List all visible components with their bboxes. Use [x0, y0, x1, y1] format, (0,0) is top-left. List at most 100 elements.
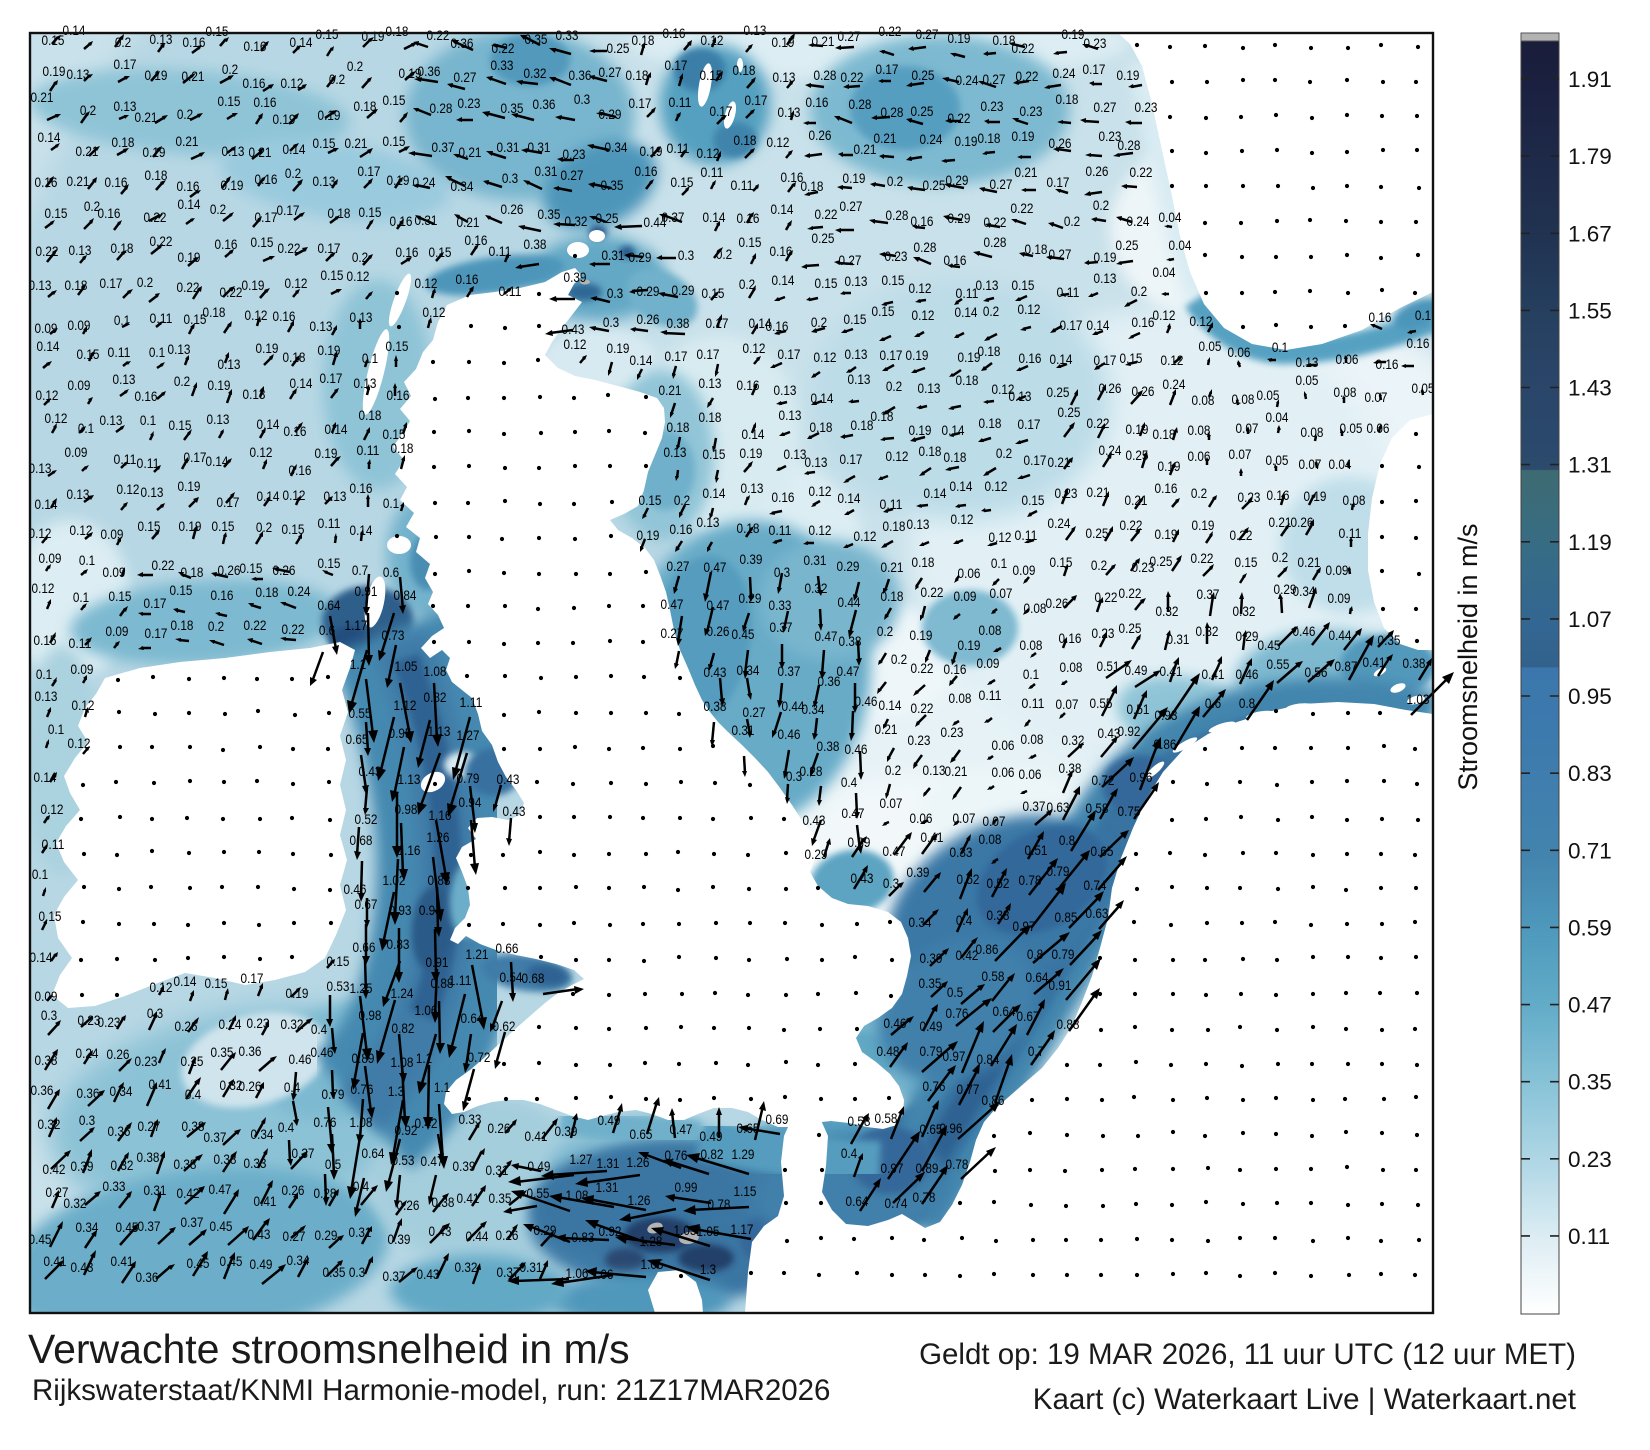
svg-text:0.51: 0.51 [1097, 658, 1120, 674]
svg-text:0.26: 0.26 [282, 1182, 305, 1198]
svg-text:0.15: 0.15 [240, 560, 263, 576]
svg-text:0.15: 0.15 [45, 205, 68, 221]
svg-text:0.13: 0.13 [69, 242, 92, 258]
svg-text:0.17: 0.17 [710, 103, 733, 119]
svg-text:0.96: 0.96 [1130, 769, 1153, 785]
svg-text:0.08: 0.08 [949, 690, 972, 706]
svg-text:0.28: 0.28 [800, 763, 823, 779]
svg-text:0.25: 0.25 [911, 103, 934, 119]
svg-text:0.1: 0.1 [1272, 339, 1288, 355]
svg-text:0.15: 0.15 [170, 582, 193, 598]
svg-text:0.19: 0.19 [910, 627, 933, 643]
svg-text:0.13: 0.13 [848, 371, 871, 387]
svg-text:0.19: 0.19 [179, 518, 202, 534]
svg-text:0.31: 0.31 [497, 139, 520, 155]
svg-text:0.25: 0.25 [1150, 553, 1173, 569]
svg-text:0.22: 0.22 [278, 240, 301, 256]
svg-text:0.13: 0.13 [29, 460, 52, 476]
svg-text:0.73: 0.73 [382, 627, 405, 643]
svg-text:0.06: 0.06 [992, 764, 1015, 780]
svg-text:0.2: 0.2 [886, 378, 902, 394]
svg-text:0.16: 0.16 [737, 210, 760, 226]
svg-text:0.14: 0.14 [838, 490, 861, 506]
svg-text:0.18: 0.18 [733, 62, 756, 78]
svg-text:0.2: 0.2 [174, 373, 190, 389]
svg-text:0.22: 0.22 [1016, 68, 1039, 84]
svg-text:0.15: 0.15 [282, 521, 305, 537]
svg-text:0.37: 0.37 [181, 1214, 204, 1230]
svg-text:0.68: 0.68 [350, 832, 373, 848]
svg-text:0.13: 0.13 [29, 277, 52, 293]
svg-text:0.06: 0.06 [958, 565, 981, 581]
svg-text:0.3: 0.3 [607, 285, 623, 301]
svg-text:0.15: 0.15 [815, 275, 838, 291]
svg-text:0.08: 0.08 [1020, 637, 1043, 653]
svg-text:0.25: 0.25 [812, 230, 835, 246]
svg-text:0.17: 0.17 [241, 970, 264, 986]
svg-text:1.05: 1.05 [395, 658, 418, 674]
svg-text:0.08: 0.08 [1188, 422, 1211, 438]
svg-text:0.83: 0.83 [428, 872, 451, 888]
svg-text:0.14: 0.14 [178, 196, 201, 212]
svg-text:0.16: 0.16 [243, 75, 266, 91]
svg-text:0.28: 0.28 [984, 234, 1007, 250]
svg-text:0.27: 0.27 [743, 704, 766, 720]
svg-text:0.23: 0.23 [885, 248, 908, 264]
svg-text:0.15: 0.15 [359, 204, 382, 220]
svg-text:0.18: 0.18 [171, 617, 194, 633]
svg-text:0.19: 0.19 [286, 985, 309, 1001]
svg-text:0.17: 0.17 [840, 451, 863, 467]
svg-text:0.99: 0.99 [675, 1179, 698, 1195]
svg-text:0.1: 0.1 [73, 589, 89, 605]
svg-text:0.79: 0.79 [457, 770, 480, 786]
svg-text:0.16: 0.16 [1267, 487, 1290, 503]
svg-text:0.64: 0.64 [461, 1010, 484, 1026]
svg-text:0.4: 0.4 [353, 1178, 369, 1194]
svg-text:0.09: 0.09 [39, 550, 62, 566]
svg-text:0.39: 0.39 [453, 1158, 476, 1174]
svg-text:0.93: 0.93 [389, 902, 412, 918]
svg-text:1.43: 1.43 [1568, 376, 1612, 401]
svg-text:Geldt op: 19 MAR 2026, 11 uur: Geldt op: 19 MAR 2026, 11 uur UTC (12 uu… [919, 1338, 1576, 1371]
svg-text:0.3: 0.3 [41, 1007, 57, 1023]
svg-text:0.35: 0.35 [525, 31, 548, 47]
svg-text:0.38: 0.38 [137, 1149, 160, 1165]
svg-text:0.11: 0.11 [769, 522, 792, 538]
svg-text:0.23: 0.23 [908, 732, 931, 748]
svg-text:0.46: 0.46 [845, 741, 868, 757]
svg-text:0.37: 0.37 [770, 619, 793, 635]
svg-text:0.6: 0.6 [319, 622, 335, 638]
svg-text:0.14: 0.14 [290, 34, 313, 50]
svg-text:0.34: 0.34 [76, 1219, 99, 1235]
svg-text:0.2: 0.2 [256, 519, 272, 535]
svg-text:0.2: 0.2 [1064, 213, 1080, 229]
svg-text:0.3: 0.3 [574, 91, 590, 107]
svg-text:0.13: 0.13 [1094, 270, 1117, 286]
svg-text:0.29: 0.29 [599, 106, 622, 122]
svg-text:0.47: 0.47 [661, 596, 684, 612]
svg-text:0.19: 0.19 [256, 340, 279, 356]
svg-text:0.13: 0.13 [778, 104, 801, 120]
svg-text:0.36: 0.36 [418, 63, 441, 79]
svg-text:0.17: 0.17 [1094, 352, 1117, 368]
svg-text:0.22: 0.22 [1191, 550, 1214, 566]
svg-text:0.38: 0.38 [987, 907, 1010, 923]
svg-text:0.27: 0.27 [138, 1118, 161, 1134]
svg-text:0.15: 0.15 [1235, 554, 1258, 570]
svg-text:0.18: 0.18 [632, 32, 655, 48]
svg-text:0.04: 0.04 [1153, 264, 1176, 280]
svg-text:0.29: 0.29 [672, 282, 695, 298]
svg-text:0.09: 0.09 [68, 377, 91, 393]
svg-text:0.43: 0.43 [417, 1266, 440, 1282]
svg-text:0.15: 0.15 [205, 975, 228, 991]
svg-text:0.64: 0.64 [318, 597, 341, 613]
svg-text:0.29: 0.29 [946, 172, 969, 188]
svg-text:0.14: 0.14 [350, 522, 373, 538]
svg-text:0.07: 0.07 [1299, 456, 1322, 472]
svg-text:0.09: 0.09 [103, 564, 126, 580]
svg-text:0.18: 0.18 [979, 415, 1002, 431]
svg-text:0.75: 0.75 [1118, 803, 1141, 819]
svg-text:0.41: 0.41 [525, 1128, 548, 1144]
svg-text:0.41: 0.41 [1363, 654, 1386, 670]
svg-text:0.26: 0.26 [397, 1197, 420, 1213]
